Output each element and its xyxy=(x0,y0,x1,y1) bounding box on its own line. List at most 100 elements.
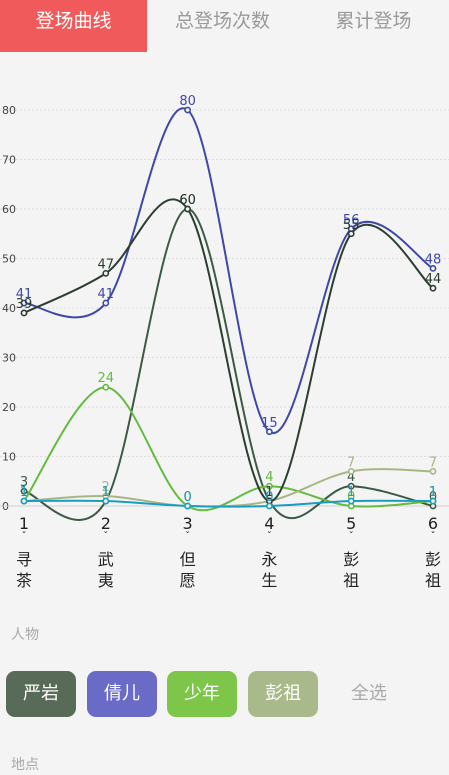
series-line-2 xyxy=(23,386,434,512)
x-category-name: 祖 xyxy=(425,571,441,590)
data-label: 3 xyxy=(20,475,28,490)
data-label: 1 xyxy=(102,485,110,500)
select-all-button[interactable]: 全选 xyxy=(351,683,387,704)
series-line-4 xyxy=(23,198,434,503)
people-section-label: 人物 xyxy=(11,627,39,643)
data-point xyxy=(429,264,437,272)
data-point xyxy=(20,487,28,495)
x-category-name: 祖 xyxy=(343,571,359,590)
x-category-name: 永 xyxy=(261,550,277,569)
x-tick-mark: ˇ xyxy=(22,530,27,542)
y-tick-label: 20 xyxy=(2,401,16,414)
data-label: 39 xyxy=(16,297,33,312)
data-label: 1 xyxy=(102,485,110,500)
x-tick-mark: ˇ xyxy=(267,530,272,542)
data-point xyxy=(347,482,355,490)
data-label: 41 xyxy=(98,287,115,302)
y-tick-label: 50 xyxy=(2,253,16,266)
data-point xyxy=(102,269,110,277)
data-point xyxy=(20,299,28,307)
y-tick-label: 40 xyxy=(2,302,16,315)
x-category-name: 夷 xyxy=(98,571,114,590)
x-tick-mark: ˇ xyxy=(349,530,354,542)
y-tick-label: 30 xyxy=(2,352,16,365)
x-tick-mark: ˇ xyxy=(103,530,108,542)
filter-chip-yanyan[interactable]: 严岩 xyxy=(6,671,76,717)
x-category-name: 生 xyxy=(261,571,277,590)
data-label: 44 xyxy=(425,272,442,287)
data-point xyxy=(102,497,110,505)
tab-cumulative-appearances[interactable]: 累计登场 xyxy=(335,10,412,32)
place-section-label: 地点 xyxy=(11,757,39,773)
filter-chip-shaonian[interactable]: 少年 xyxy=(167,671,237,717)
tab-appearance-curve[interactable]: 登场曲线 xyxy=(0,0,147,52)
data-label: 47 xyxy=(98,257,115,272)
data-point xyxy=(429,467,437,475)
filter-chip-pengzu[interactable]: 彭祖 xyxy=(248,671,318,717)
appearance-line-chart: 010203040506070801ˇ寻茶2ˇ武夷3ˇ但愿4ˇ永生5ˇ彭祖6ˇ彭… xyxy=(0,94,449,590)
x-category-name: 但 xyxy=(180,550,196,569)
data-label: 1 xyxy=(265,485,273,500)
data-label: 0 xyxy=(183,490,191,505)
data-label: 1 xyxy=(20,485,28,500)
data-point xyxy=(184,106,191,114)
data-label: 0 xyxy=(183,490,191,505)
x-category-name: 茶 xyxy=(16,571,32,590)
data-label: 60 xyxy=(179,193,196,208)
x-category-name: 彭 xyxy=(343,550,359,569)
tab-bar: 登场曲线 总登场次数 累计登场 xyxy=(0,0,449,52)
x-tick-label: 5 xyxy=(346,514,356,533)
data-point xyxy=(429,284,437,292)
data-label: 24 xyxy=(98,371,115,386)
y-tick-label: 60 xyxy=(2,203,16,216)
tab-total-appearances[interactable]: 总登场次数 xyxy=(174,10,270,32)
data-label: 48 xyxy=(425,252,442,267)
data-point xyxy=(102,383,110,391)
data-label: 7 xyxy=(429,455,437,470)
data-label: 1 xyxy=(20,485,28,500)
data-label: 80 xyxy=(179,94,196,109)
data-label: 1 xyxy=(20,485,28,500)
data-label: 1 xyxy=(265,485,273,500)
data-label: 0 xyxy=(347,490,355,505)
x-tick-label: 2 xyxy=(101,514,111,533)
x-tick-label: 1 xyxy=(19,514,29,533)
x-tick-label: 4 xyxy=(264,514,274,533)
data-label: 4 xyxy=(347,470,355,485)
data-label: 0 xyxy=(183,490,191,505)
data-label: 1 xyxy=(265,485,273,500)
data-label: 0 xyxy=(265,490,273,505)
x-tick-label: 6 xyxy=(428,514,438,533)
data-point xyxy=(20,497,28,505)
filter-chip-qianer[interactable]: 倩儿 xyxy=(87,671,157,717)
x-tick-label: 3 xyxy=(183,514,193,533)
x-tick-mark: ˇ xyxy=(431,530,436,542)
data-label: 55 xyxy=(343,218,360,233)
data-label: 56 xyxy=(343,213,360,228)
y-tick-label: 80 xyxy=(2,104,16,117)
x-category-name: 愿 xyxy=(180,571,196,590)
data-label: 7 xyxy=(347,455,355,470)
data-point xyxy=(102,299,110,307)
data-label: 2 xyxy=(102,480,110,495)
data-point xyxy=(429,497,437,505)
x-category-name: 寻 xyxy=(16,550,32,569)
data-label: 1 xyxy=(429,485,437,500)
data-point xyxy=(265,482,273,490)
data-point xyxy=(184,502,191,510)
data-label: 1 xyxy=(347,485,355,500)
data-point xyxy=(265,428,273,436)
data-label: 41 xyxy=(16,287,33,302)
x-category-name: 武 xyxy=(98,550,114,569)
data-label: 1 xyxy=(429,485,437,500)
data-label: 0 xyxy=(429,490,437,505)
data-point xyxy=(347,497,355,505)
data-label: 60 xyxy=(179,193,196,208)
data-point xyxy=(20,309,28,317)
data-point xyxy=(265,502,273,510)
data-label: 15 xyxy=(261,416,278,431)
series-line-5 xyxy=(23,499,434,508)
y-tick-label: 10 xyxy=(2,451,16,464)
x-category-name: 彭 xyxy=(425,550,441,569)
series-line-1 xyxy=(23,107,434,435)
